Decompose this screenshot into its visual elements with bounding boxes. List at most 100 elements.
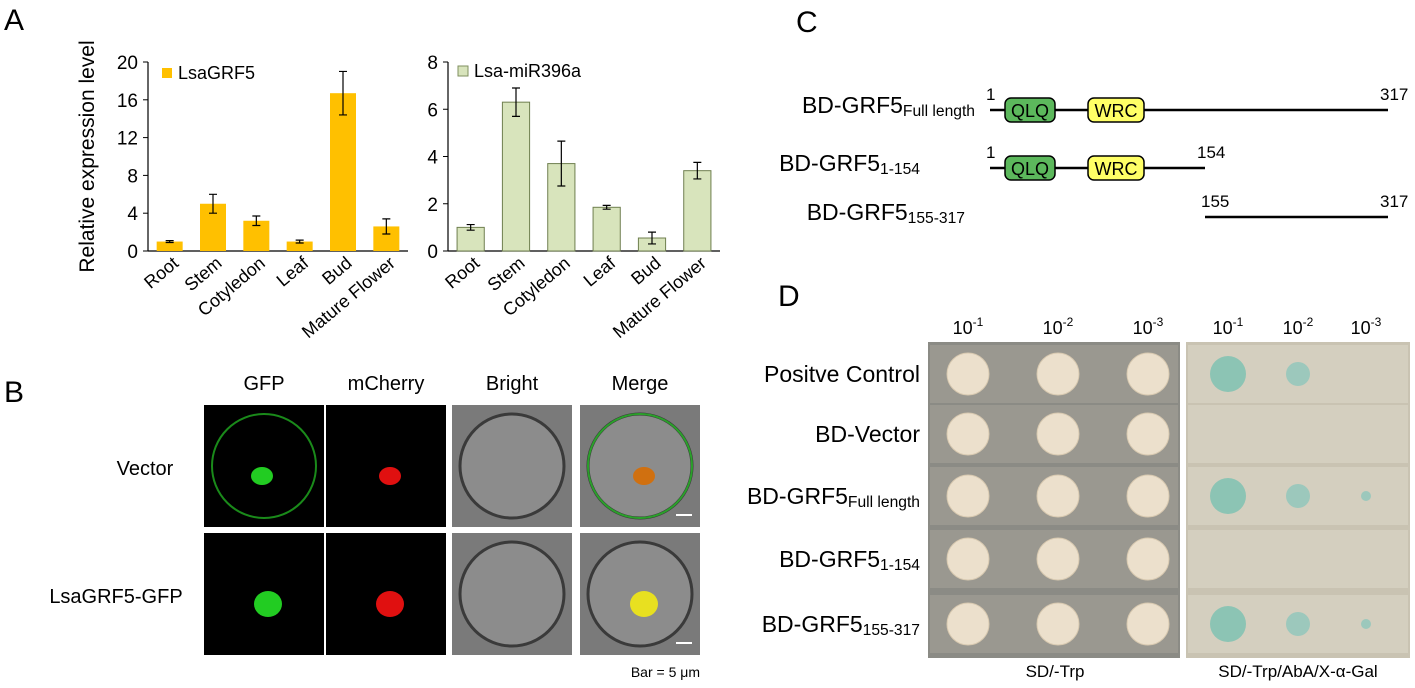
y-tick-label: 16 [117,91,138,112]
y-tick-label: 20 [117,53,138,74]
column-header: GFP [243,373,284,395]
nucleus [254,591,282,617]
cell [458,540,566,648]
bar [156,241,183,251]
nucleus [376,591,404,617]
y-tick-label: 0 [127,242,138,263]
bar [456,226,485,252]
strain-label: Positve Control [764,361,920,387]
domain-label: QLQ [1011,101,1049,121]
scale-bar-label: Bar = 5 μm [631,664,700,680]
nucleus [633,467,655,485]
y-tick-label: 4 [427,148,438,169]
colony [1126,412,1170,456]
dilution-base: 10 [1283,318,1303,338]
dilution-exponent: -2 [1063,315,1074,329]
strain-label: BD-Vector [815,421,920,447]
dilution-base: 10 [1213,318,1233,338]
colony [1210,478,1246,514]
dilution-exponent: -1 [973,315,984,329]
domain-box [1004,155,1056,181]
medium-label: SD/-Trp [1026,662,1085,681]
colony [946,412,990,456]
y-tick-label: 8 [127,166,138,187]
cell [458,412,566,520]
error-bar [252,215,261,227]
x-tick-label: Root [441,253,483,293]
domain-label: WRC [1095,101,1138,121]
construct-label-sub: Full length [903,103,975,120]
medium-label: SD/-Trp/AbA/X-α-Gal [1218,662,1377,681]
column-header: mCherry [348,373,425,395]
bar [592,206,621,252]
legend-swatch [457,65,469,77]
colony [1036,412,1080,456]
panel-letter: A [4,4,24,37]
plate-row [1188,530,1408,588]
colony [946,602,990,646]
start-position: 1 [986,143,995,162]
error-bar [648,231,656,245]
error-bar [602,204,611,210]
column-header: Bright [486,373,539,395]
colony [1210,606,1246,642]
y-tick-label: 8 [427,53,438,74]
construct-label: BD-GRF51-154 [779,150,920,178]
colony [1126,474,1170,518]
cell-outline [587,413,693,519]
panel-letter: D [778,280,800,313]
colony [946,537,990,581]
colony [946,352,990,396]
error-bar [165,240,174,244]
strain-label-sub: 155-317 [863,622,920,639]
colony [946,474,990,518]
error-bar [466,223,475,231]
error-bar [382,218,391,235]
row-label: LsaGRF5-GFP [49,586,182,608]
y-tick-label: 0 [427,242,438,263]
colony [1361,491,1371,501]
legend-label: LsaGRF5 [178,63,255,83]
colony [1036,474,1080,518]
dilution-label: 10-3 [1133,315,1164,338]
end-position: 154 [1197,143,1225,162]
panel-letter: B [4,376,24,409]
legend-label: Lsa-miR396a [474,61,582,81]
colony [1286,362,1310,386]
error-bar [209,193,217,214]
colony [1126,537,1170,581]
dilution-label: 10-2 [1283,315,1314,338]
colony [1036,537,1080,581]
dilution-label: 10-1 [953,315,984,338]
dilution-label: 10-1 [1213,315,1244,338]
micrograph [326,405,446,527]
error-bar [512,87,520,117]
micrograph [204,405,324,527]
nucleus [379,467,401,485]
construct-label-sub: 1-154 [880,161,920,178]
dilution-exponent: -2 [1303,315,1314,329]
bar [501,101,531,252]
y-tick-label: 2 [427,195,438,216]
x-tick-label: Leaf [273,252,313,290]
bar [683,170,712,252]
construct-label-sub: 155-317 [908,210,965,227]
x-tick-label: Root [140,253,182,293]
start-position: 1 [986,85,995,104]
colony [1036,602,1080,646]
dilution-base: 10 [953,318,973,338]
row-label: Vector [117,458,174,480]
construct-label-main: BD-GRF5 [802,92,903,118]
dilution-label: 10-3 [1351,315,1382,338]
strain-label-main: BD-GRF5 [747,483,848,509]
colony [1286,484,1310,508]
plate-row [1188,405,1408,463]
strain-label-sub: 1-154 [880,557,920,574]
strain-label: BD-GRF5155-317 [762,611,920,639]
bar [286,241,313,251]
construct-label-main: BD-GRF5 [779,150,880,176]
end-position: 317 [1380,85,1408,104]
column-header: Merge [612,373,669,395]
colony [1286,612,1310,636]
construct-label: BD-GRF5155-317 [807,199,965,227]
